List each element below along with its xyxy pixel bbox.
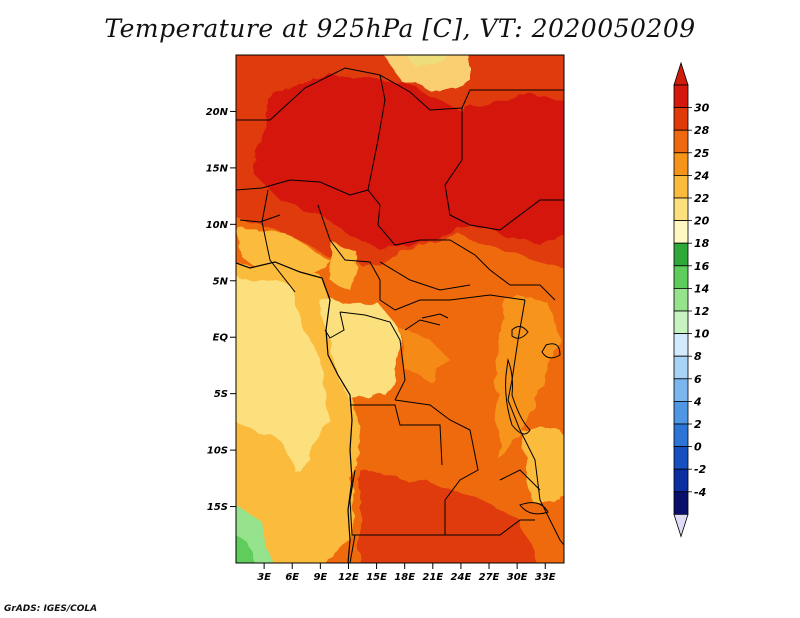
lon-tick-label: 12E [338,572,359,583]
colorbar-swatch [673,107,689,131]
map-title: Temperature at 925hPa [C], VT: 202005020… [104,14,696,43]
colorbar-swatch [673,174,689,199]
map-frame [235,54,565,564]
lon-tick-label: 27E [479,572,500,583]
colorbar-label: 28 [694,124,710,137]
colorbar-swatch [673,242,689,267]
colorbar-swatch [673,423,689,448]
colorbar-swatch [673,197,689,222]
colorbar-swatch [673,84,689,109]
lat-tick-label: 5S [214,389,228,400]
lon-tick-label: 18E [394,572,415,583]
colorbar-label: 10 [694,328,710,341]
latitude-axis: 20N 15N 10N 5N EQ 5S 10S 15S [206,107,236,513]
lat-tick-label: EQ [213,333,229,344]
colorbar-label: 18 [694,237,710,250]
lon-tick-label: 15E [366,572,387,583]
colorbar-swatch [673,355,689,380]
colorbar-swatch [673,129,689,154]
lon-tick-label: 30E [507,572,528,583]
lon-tick-label: 33E [535,572,556,583]
colorbar-swatch [673,310,689,335]
colorbar-swatch [673,287,689,312]
colorbar-swatch [673,400,689,425]
colorbar-swatch [673,265,689,289]
colorbar-label: 6 [694,373,702,386]
lat-tick-label: 10N [206,220,229,231]
colorbar-label: 16 [694,260,710,273]
colorbar-label: 2 [694,418,702,431]
colorbar-bottom-arrow [673,514,689,538]
colorbar-swatch [673,378,689,402]
colorbar-label: 22 [694,192,710,205]
longitude-axis: 3E 6E 9E 12E 15E 18E 21E 24E 27E 30E 33E [257,563,556,583]
lat-tick-label: 20N [206,107,229,118]
colorbar-swatch [673,446,689,470]
colorbar-swatch [673,152,689,176]
colorbar-label: -2 [694,463,707,476]
colorbar-swatch [673,468,689,493]
colorbar-label: 12 [694,305,710,318]
temperature-field [236,55,564,563]
colorbar-swatch [673,491,689,515]
colorbar-label: 30 [694,102,710,115]
colorbar-swatch [673,333,689,357]
lat-tick-label: 10S [207,446,228,457]
lat-tick-label: 5N [213,276,229,287]
colorbar-label: 14 [694,282,709,295]
footer-credit: GrADS: IGES/COLA [4,604,98,614]
colorbar-label: 8 [694,350,702,363]
colorbar-label: 25 [694,147,710,160]
colorbar-label: 0 [694,441,702,454]
lon-tick-label: 21E [422,572,443,583]
lat-tick-label: 15S [207,502,228,513]
lon-tick-label: 9E [313,572,327,583]
colorbar-top-arrow [673,61,689,86]
lon-tick-label: 24E [451,572,472,583]
lon-tick-label: 6E [285,572,299,583]
lon-tick-label: 3E [257,572,271,583]
colorbar-label: 20 [694,215,710,228]
colorbar-label: -4 [694,486,706,499]
colorbar-swatch [673,220,689,244]
colorbar-label: 4 [693,395,702,408]
lat-tick-label: 15N [206,163,229,174]
colorbar-label: 24 [694,169,709,182]
